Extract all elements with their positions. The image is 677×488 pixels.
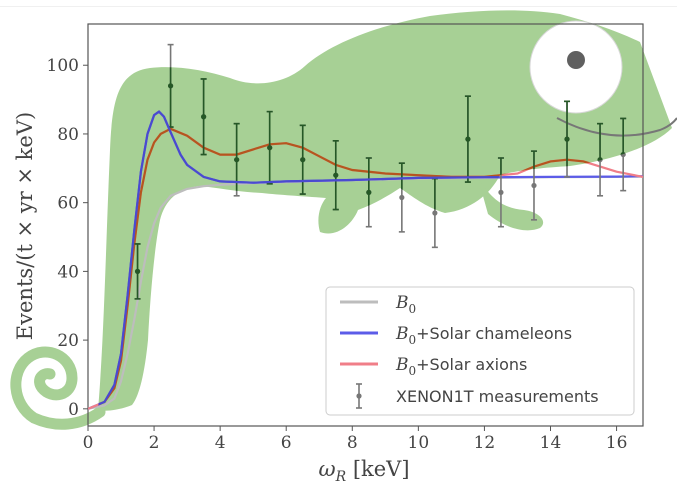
y-tick-label: 20 [57, 331, 79, 351]
x-tick-label: 10 [408, 433, 430, 453]
legend: B0 B0+Solar chameleons B0+Solar axions XENO… [325, 286, 635, 416]
legend-item: B0+Solar axions [340, 355, 527, 378]
x-tick-label: 0 [83, 433, 94, 453]
y-tick-label: 100 [47, 56, 79, 76]
measurement-marker-overlay [564, 136, 570, 142]
chameleon-pupil [567, 51, 585, 69]
x-tick-label: 8 [347, 433, 358, 453]
x-tick-label: 12 [474, 433, 496, 453]
legend-label: B0+Solar chameleons [395, 324, 572, 347]
legend-label: B0+Solar axions [395, 355, 527, 378]
measurement-marker-overlay [134, 268, 141, 274]
legend-label: B0 [395, 293, 416, 316]
measurement-marker-overlay [333, 172, 339, 178]
axis-ticks: 0 2 4 6 8 10 12 14 16 0 20 40 60 80 100 [47, 56, 628, 453]
overlay-on-mascot [98, 43, 644, 410]
chameleon-mascot [10, 10, 677, 430]
legend-item: B0+Solar chameleons [340, 324, 572, 347]
x-tick-label: 16 [606, 433, 628, 453]
measurement-marker-overlay [300, 157, 306, 163]
measurement-marker [399, 194, 405, 201]
measurement-marker-overlay [267, 145, 273, 151]
legend-item: XENON1T measurements [356, 383, 599, 409]
measurement-marker-overlay [167, 83, 174, 89]
x-label-symbol: ω [318, 457, 335, 481]
chameleon-tail [10, 346, 106, 430]
x-tick-label: 14 [540, 433, 562, 453]
x-tick-label: 6 [281, 433, 292, 453]
measurement-marker [498, 189, 504, 195]
x-tick-label: 2 [149, 433, 160, 453]
y-tick-label: 60 [57, 194, 79, 214]
x-axis-label: ωR [keV] [318, 457, 409, 485]
x-label-sub: R [335, 469, 347, 485]
measurement-marker-overlay [234, 157, 240, 163]
measurement-marker [531, 182, 537, 189]
axion-line-overlay [98, 127, 644, 410]
top-divider [0, 6, 677, 7]
measurement-marker-overlay [465, 136, 471, 142]
measurement-marker-overlay [366, 189, 372, 195]
legend-item: B0 [340, 293, 416, 316]
measurement-marker [432, 210, 438, 216]
y-tick-label: 80 [57, 125, 79, 145]
chameleon-line-overlay [98, 110, 644, 410]
y-axis-label: Events/(t × yr × keV) [13, 112, 37, 340]
y-tick-label: 40 [57, 262, 79, 282]
legend-label: XENON1T measurements [396, 387, 599, 406]
chameleon-mouth-line [556, 117, 677, 137]
measurement-marker-overlay [201, 114, 207, 120]
plot-frame [87, 23, 644, 427]
chameleon-body [98, 10, 672, 411]
x-tick-label: 4 [215, 433, 226, 453]
x-label-unit: [keV] [346, 457, 409, 481]
legend-box [325, 286, 635, 416]
chameleon-leg [478, 178, 544, 231]
y-tick-label: 0 [68, 400, 79, 420]
